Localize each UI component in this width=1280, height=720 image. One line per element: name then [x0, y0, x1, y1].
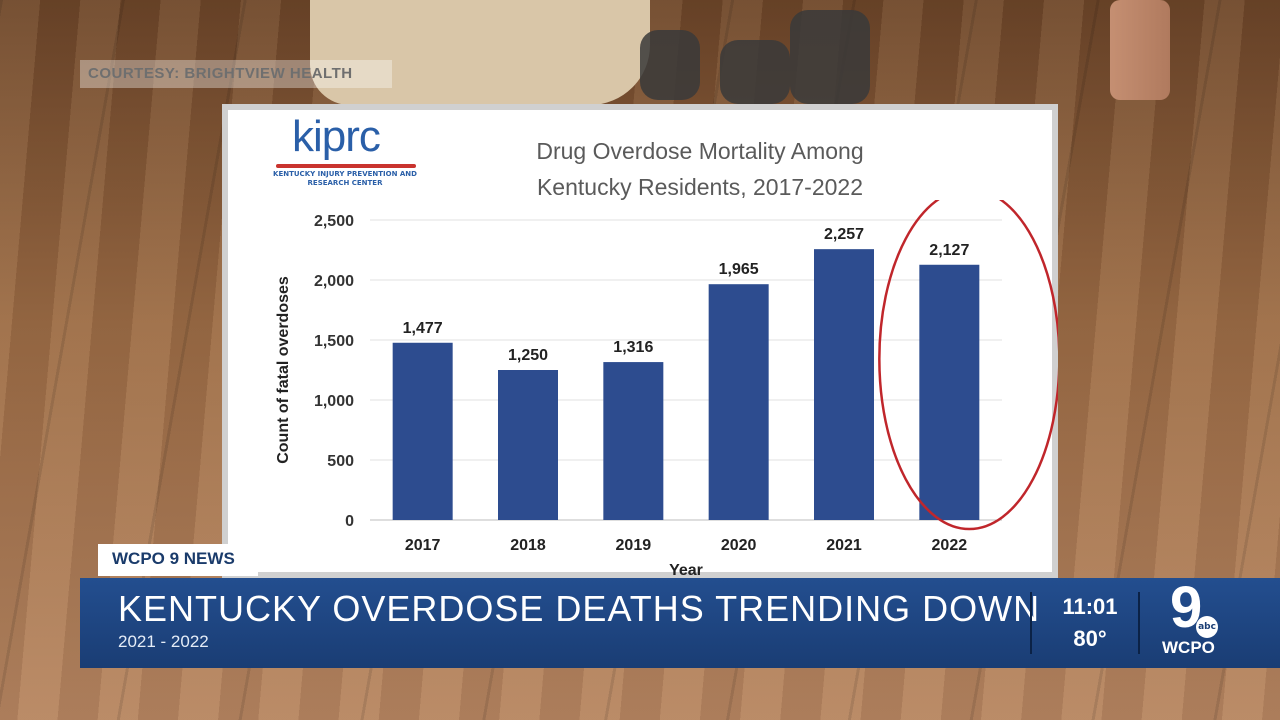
y-tick-label: 500 — [327, 453, 354, 470]
logo-wordmark: kiprc — [292, 112, 381, 161]
y-tick-labels: 0 500 1,000 1,500 2,000 2,500 — [314, 213, 354, 530]
banner-divider — [1030, 592, 1032, 654]
bar-2021 — [814, 249, 874, 520]
banner-divider — [1138, 592, 1140, 654]
subheadline: 2021 - 2022 — [118, 632, 209, 651]
highlight-ellipse — [878, 200, 1058, 531]
news-tag-box — [98, 544, 258, 576]
x-tick-label: 2020 — [721, 537, 757, 554]
background-person — [310, 0, 650, 105]
value-label: 1,250 — [508, 347, 548, 364]
chart-title-line-1: Drug Overdose Mortality Among — [536, 138, 864, 164]
x-tick-label: 2017 — [405, 537, 441, 554]
y-tick-label: 1,000 — [314, 393, 354, 410]
value-label: 1,316 — [613, 339, 653, 356]
y-tick-label: 2,000 — [314, 273, 354, 290]
station-name: WCPO — [1162, 638, 1215, 657]
x-tick-label: 2018 — [510, 537, 546, 554]
x-axis-label: Year — [669, 562, 703, 578]
bar-2022 — [919, 264, 980, 520]
headline: KENTUCKY OVERDOSE DEATHS TRENDING DOWN — [118, 588, 1041, 629]
y-tick-label: 1,500 — [314, 333, 354, 350]
station-logo: 9 abc WCPO — [1150, 575, 1240, 660]
x-tick-label: 2021 — [826, 537, 862, 554]
background-chair — [640, 30, 700, 100]
kiprc-logo: kiprc KENTUCKY INJURY PREVENTION AND RES… — [270, 112, 420, 198]
courtesy-credit: COURTESY: BRIGHTVIEW HEALTH — [80, 60, 392, 88]
value-label: 2,127 — [929, 242, 969, 259]
y-axis-label: Count of fatal overdoses — [275, 276, 292, 464]
gridlines — [370, 219, 1002, 521]
value-label: 1,965 — [719, 261, 759, 278]
x-tick-label: 2022 — [932, 537, 968, 554]
value-label: 1,477 — [403, 320, 443, 337]
bar-chart: 0 500 1,000 1,500 2,000 2,500 1,477 1,250 1,316… — [275, 200, 1058, 578]
temperature: 80° — [1073, 626, 1107, 651]
y-tick-label: 2,500 — [314, 213, 354, 230]
chart-title-line-2: Kentucky Residents, 2017-2022 — [536, 174, 864, 200]
x-tick-label: 2019 — [616, 537, 652, 554]
y-tick-label: 0 — [345, 513, 354, 530]
value-labels: 1,477 1,250 1,316 1,965 2,257 2,127 — [403, 226, 970, 364]
bar-2017 — [392, 342, 453, 520]
abc-logo-icon: abc — [1196, 616, 1218, 638]
x-tick-labels: 2017 2018 2019 2020 2021 2022 — [405, 537, 967, 554]
logo-subtitle: KENTUCKY INJURY PREVENTION AND RESEARCH … — [273, 170, 417, 187]
chart-title: Drug Overdose Mortality Among Kentucky R… — [470, 133, 930, 205]
bar-2020 — [708, 284, 769, 520]
clock-time: 11:01 — [1062, 594, 1118, 619]
news-tag: WCPO 9 NEWS — [112, 549, 235, 568]
lower-third-banner — [80, 578, 1280, 668]
logo-swoosh — [276, 164, 416, 168]
background-chair — [790, 10, 870, 104]
value-label: 2,257 — [824, 226, 864, 243]
bar-2019 — [603, 362, 664, 520]
background-chair — [720, 40, 790, 104]
background-legs — [1110, 0, 1170, 100]
bar-2018 — [498, 370, 558, 520]
bars — [392, 249, 980, 520]
